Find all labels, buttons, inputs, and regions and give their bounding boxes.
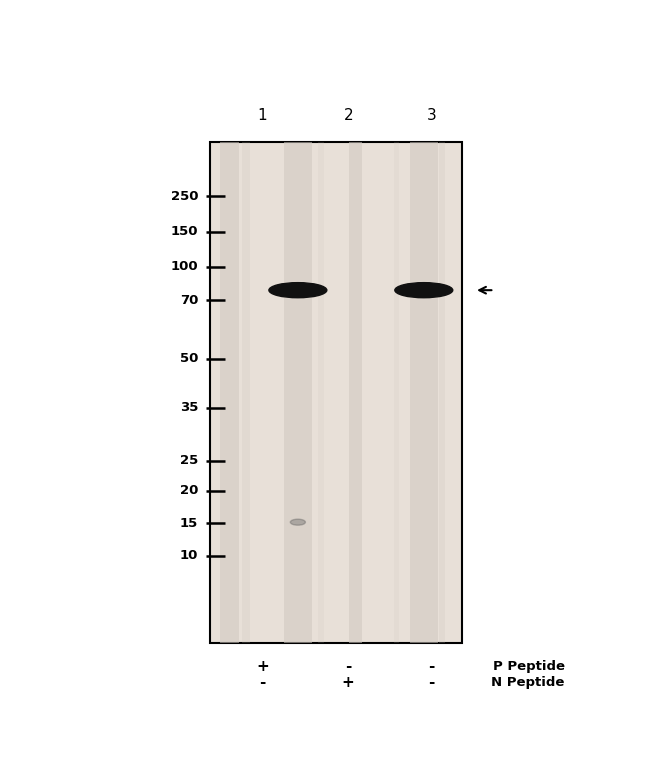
- Ellipse shape: [267, 282, 328, 298]
- Text: -: -: [428, 659, 435, 674]
- Text: -: -: [259, 675, 266, 690]
- Text: -: -: [428, 675, 435, 690]
- Bar: [284, 143, 312, 644]
- Text: 150: 150: [170, 225, 198, 238]
- Bar: [350, 143, 362, 644]
- Text: P Peptide: P Peptide: [493, 660, 565, 673]
- Text: 3: 3: [426, 107, 436, 123]
- Text: -: -: [345, 659, 352, 674]
- Text: N Peptide: N Peptide: [491, 676, 565, 689]
- Text: 50: 50: [180, 352, 198, 365]
- Text: 25: 25: [180, 454, 198, 467]
- Ellipse shape: [291, 519, 306, 525]
- Bar: [439, 143, 445, 644]
- Text: 250: 250: [170, 190, 198, 203]
- Bar: [318, 143, 324, 644]
- Text: 70: 70: [180, 294, 198, 307]
- Ellipse shape: [269, 283, 327, 298]
- Ellipse shape: [391, 281, 457, 299]
- Bar: [242, 143, 250, 644]
- Text: 15: 15: [180, 517, 198, 530]
- Text: 1: 1: [258, 107, 267, 123]
- Text: 100: 100: [170, 260, 198, 273]
- Bar: [410, 143, 437, 644]
- Text: 20: 20: [180, 484, 198, 497]
- Ellipse shape: [393, 282, 454, 298]
- Ellipse shape: [265, 281, 331, 299]
- Text: 10: 10: [180, 550, 198, 562]
- Text: 35: 35: [180, 401, 198, 415]
- Bar: [220, 143, 239, 644]
- Text: +: +: [256, 659, 269, 674]
- Text: 2: 2: [343, 107, 353, 123]
- Text: +: +: [342, 675, 355, 690]
- Bar: [210, 143, 462, 644]
- Ellipse shape: [395, 283, 453, 298]
- Bar: [393, 143, 398, 644]
